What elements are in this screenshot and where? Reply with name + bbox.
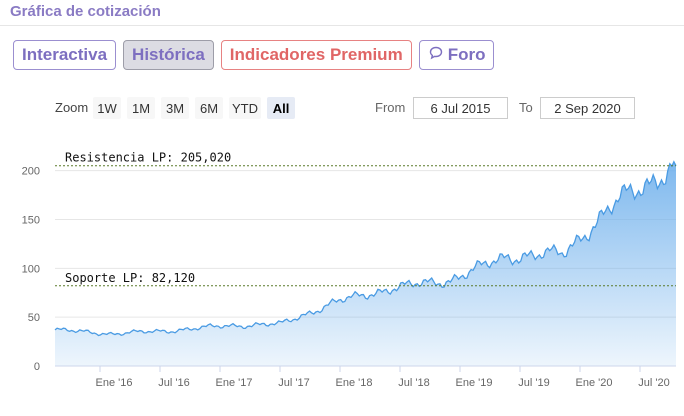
series-area xyxy=(55,161,676,366)
from-date-input[interactable] xyxy=(413,97,508,119)
tab-interactiva[interactable]: Interactiva xyxy=(13,40,117,70)
range-1w-button[interactable]: 1W xyxy=(93,97,121,119)
range-ytd-button[interactable]: YTD xyxy=(229,97,261,119)
y-tick-label: 150 xyxy=(22,214,40,226)
zoom-label: Zoom xyxy=(55,100,89,115)
tab-label: Indicadores Premium xyxy=(229,45,403,64)
range-selector: 1W 1M 3M 6M YTD All xyxy=(93,97,295,119)
tab-label: Foro xyxy=(447,45,486,64)
tab-label: Histórica xyxy=(132,45,205,64)
x-tick-label: Jul '17 xyxy=(278,377,309,389)
y-tick-label: 50 xyxy=(28,312,40,324)
range-all-button[interactable]: All xyxy=(267,97,295,119)
x-tick-label: Jul '18 xyxy=(398,377,429,389)
header-divider xyxy=(0,25,684,26)
level-label: Resistencia LP: 205,020 xyxy=(65,151,231,165)
to-label: To xyxy=(519,100,533,115)
x-tick-label: Ene '20 xyxy=(576,377,613,389)
tab-foro[interactable]: Foro xyxy=(418,40,495,70)
tab-historica[interactable]: Histórica xyxy=(123,40,214,70)
chart-tabs: Interactiva Histórica Indicadores Premiu… xyxy=(13,40,495,70)
range-1m-button[interactable]: 1M xyxy=(127,97,155,119)
x-tick-label: Jul '19 xyxy=(518,377,549,389)
y-tick-label: 100 xyxy=(22,263,40,275)
to-date-input[interactable] xyxy=(540,97,635,119)
range-3m-button[interactable]: 3M xyxy=(161,97,189,119)
x-tick-label: Ene '17 xyxy=(216,377,253,389)
speech-bubble-icon xyxy=(428,45,444,66)
series-line xyxy=(54,160,677,337)
x-tick-label: Ene '16 xyxy=(96,377,133,389)
x-tick-label: Jul '20 xyxy=(638,377,669,389)
range-6m-button[interactable]: 6M xyxy=(195,97,223,119)
x-tick-label: Ene '18 xyxy=(336,377,373,389)
tab-indicadores-premium[interactable]: Indicadores Premium xyxy=(220,40,412,70)
y-tick-label: 0 xyxy=(34,361,40,373)
price-chart[interactable]: 0 50 100 150 200 Ene '16 Jul '16 Ene '17 Jul '17… xyxy=(0,150,684,416)
level-label: Soporte LP: 82,120 xyxy=(65,271,195,285)
page-title: Gráfica de cotización xyxy=(10,3,161,20)
tab-label: Interactiva xyxy=(22,45,108,64)
x-tick-label: Ene '19 xyxy=(456,377,493,389)
from-label: From xyxy=(375,100,406,115)
x-tick-label: Jul '16 xyxy=(158,377,189,389)
y-tick-label: 200 xyxy=(22,166,40,178)
